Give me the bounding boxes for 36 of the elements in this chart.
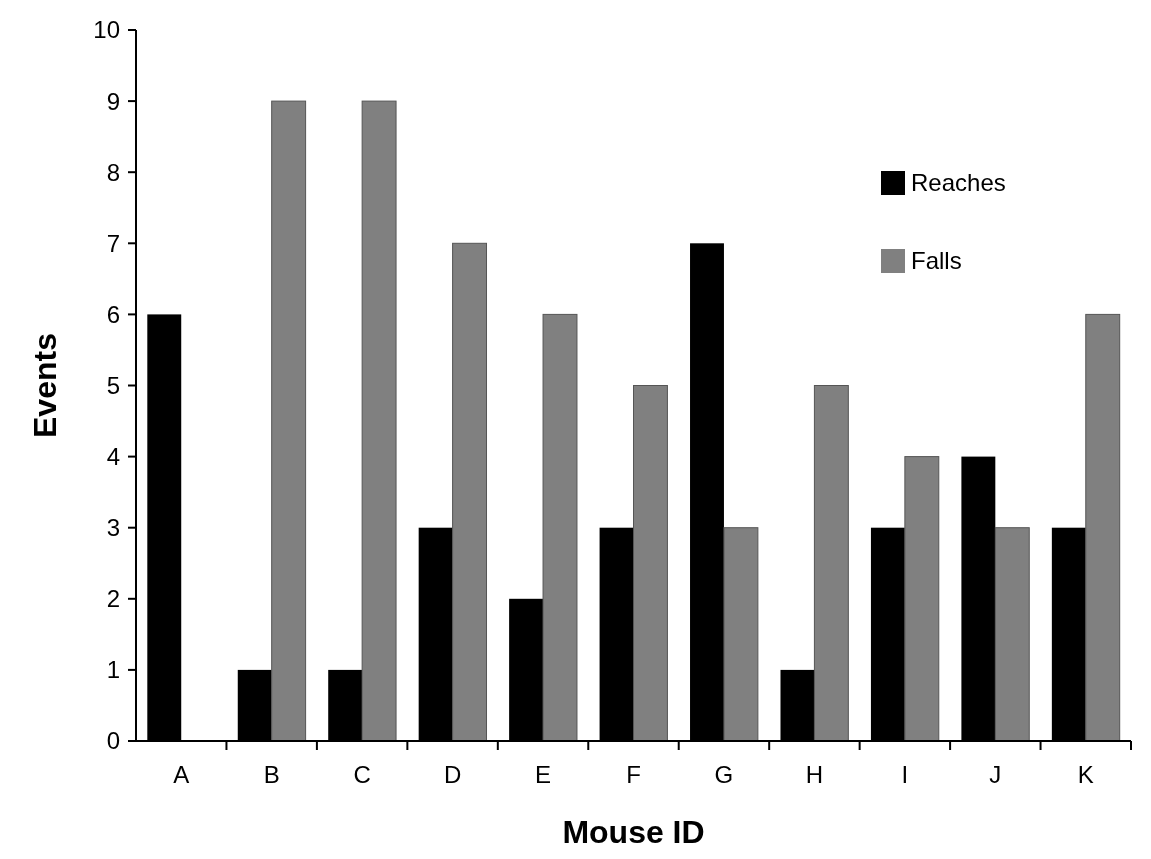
- y-tick-label: 1: [106, 656, 120, 684]
- x-tick-label: E: [535, 761, 552, 788]
- x-tick-label: I: [901, 761, 909, 788]
- y-tick-label: 8: [106, 158, 120, 186]
- y-axis-title: Events: [27, 333, 63, 438]
- x-tick-label: K: [1077, 761, 1094, 788]
- bar: [813, 385, 849, 742]
- y-tick-label: 5: [106, 371, 120, 399]
- y-tick-label: 4: [106, 443, 120, 470]
- y-tick-label: 10: [93, 16, 120, 44]
- x-tick-label: A: [173, 761, 190, 788]
- x-tick-label: F: [626, 761, 641, 788]
- legend-label: Falls: [911, 247, 962, 275]
- y-tick-label: 0: [106, 727, 120, 755]
- y-tick-label: 2: [106, 585, 120, 613]
- y-tick-label: 6: [106, 300, 120, 328]
- x-tick-label: H: [805, 761, 824, 788]
- y-tick-label: 9: [106, 87, 120, 115]
- bar: [542, 313, 578, 742]
- x-axis-title: Mouse ID: [562, 814, 705, 850]
- bar: [361, 100, 397, 742]
- y-tick-label: 3: [106, 514, 120, 542]
- bar: [723, 527, 759, 742]
- bar: [633, 385, 668, 742]
- bar: [452, 242, 488, 742]
- x-tick-label: B: [263, 761, 280, 788]
- bar: [904, 456, 940, 742]
- x-tick-label: G: [714, 761, 734, 788]
- bar: [994, 527, 1030, 742]
- bar: [1085, 313, 1121, 742]
- x-tick-label: J: [989, 761, 1002, 788]
- y-tick-label: 7: [106, 229, 120, 257]
- bar: [271, 100, 307, 742]
- x-tick-label: D: [443, 761, 462, 788]
- legend-label: Reaches: [911, 169, 1006, 197]
- x-tick-label: C: [353, 761, 371, 788]
